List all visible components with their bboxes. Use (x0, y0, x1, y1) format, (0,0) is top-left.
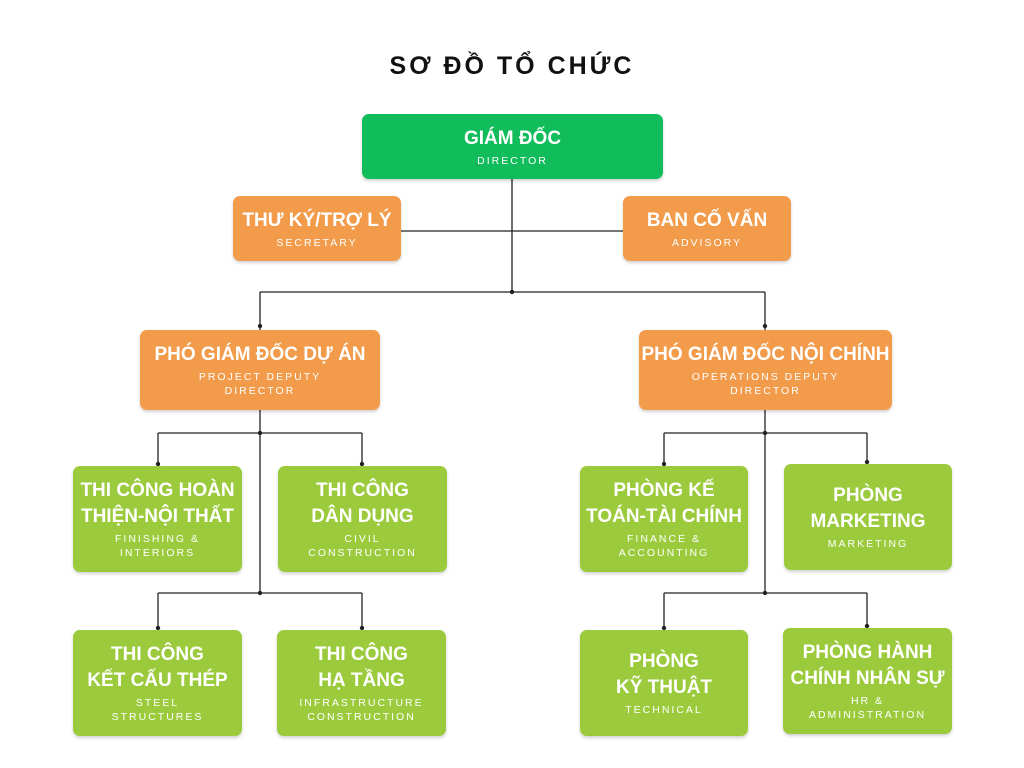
marketing-subtitle: MARKETING (827, 538, 909, 550)
advisory-title: BAN CỐ VẤN (646, 209, 768, 231)
finance-title: PHÒNG KẾ TOÁN-TÀI CHÍNH (586, 480, 742, 527)
chart-title: SƠ ĐỒ TỔ CHỨC (389, 52, 635, 80)
advisory-box: BAN CỐ VẤN ADVISORY (623, 196, 791, 261)
operations-deputy-title: PHÓ GIÁM ĐỐC NỘI CHÍNH (641, 344, 890, 365)
operations-deputy-box: PHÓ GIÁM ĐỐC NỘI CHÍNH OPERATIONS DEPUTY… (639, 330, 892, 410)
advisory-subtitle: ADVISORY (671, 236, 743, 249)
steel-subtitle: STEEL STRUCTURES (111, 697, 204, 723)
infrastructure-title: THI CÔNG HẠ TẦNG (315, 644, 408, 691)
civil-title: THI CÔNG DÂN DỤNG (311, 480, 414, 527)
technical-title: PHÒNG KỸ THUẬT (615, 651, 713, 698)
steel-title: THI CÔNG KẾT CẤU THÉP (87, 644, 228, 691)
marketing-box: PHÒNG MARKETING MARKETING (784, 464, 952, 570)
finishing-box: THI CÔNG HOÀN THIỆN-NỘI THẤT FINISHING &… (73, 466, 242, 572)
finishing-title: THI CÔNG HOÀN THIỆN-NỘI THẤT (80, 480, 235, 527)
hr-box: PHÒNG HÀNH CHÍNH NHÂN SỰ HR & ADMINISTRA… (783, 628, 952, 734)
infrastructure-subtitle: INFRASTRUCTURE CONSTRUCTION (299, 697, 424, 723)
director-box: GIÁM ĐỐC DIRECTOR (362, 114, 663, 179)
finance-subtitle: FINANCE & ACCOUNTING (618, 533, 710, 559)
finishing-subtitle: FINISHING & INTERIORS (114, 533, 200, 559)
technical-subtitle: TECHNICAL (625, 704, 703, 716)
technical-box: PHÒNG KỸ THUẬT TECHNICAL (580, 630, 748, 736)
marketing-title: PHÒNG MARKETING (810, 485, 926, 532)
project-deputy-box: PHÓ GIÁM ĐỐC DỰ ÁN PROJECT DEPUTY DIRECT… (140, 330, 380, 410)
project-deputy-subtitle: PROJECT DEPUTY DIRECTOR (198, 371, 322, 397)
infrastructure-box: THI CÔNG HẠ TẦNG INFRASTRUCTURE CONSTRUC… (277, 630, 446, 736)
finance-box: PHÒNG KẾ TOÁN-TÀI CHÍNH FINANCE & ACCOUN… (580, 466, 748, 572)
project-deputy-title: PHÓ GIÁM ĐỐC DỰ ÁN (154, 344, 366, 365)
operations-deputy-subtitle: OPERATIONS DEPUTY DIRECTOR (691, 371, 840, 397)
secretary-title: THƯ KÝ/TRỢ LÝ (242, 209, 392, 231)
civil-subtitle: CIVIL CONSTRUCTION (308, 533, 417, 559)
secretary-subtitle: SECRETARY (276, 236, 358, 249)
hr-title: PHÒNG HÀNH CHÍNH NHÂN SỰ (790, 642, 945, 689)
steel-box: THI CÔNG KẾT CẤU THÉP STEEL STRUCTURES (73, 630, 242, 736)
director-title: GIÁM ĐỐC (463, 127, 562, 149)
hr-subtitle: HR & ADMINISTRATION (808, 695, 927, 721)
secretary-box: THƯ KÝ/TRỢ LÝ SECRETARY (233, 196, 401, 261)
director-subtitle: DIRECTOR (477, 154, 548, 167)
civil-box: THI CÔNG DÂN DỤNG CIVIL CONSTRUCTION (278, 466, 447, 572)
